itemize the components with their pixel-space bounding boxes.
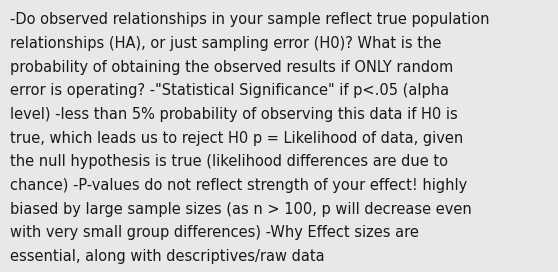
Text: probability of obtaining the observed results if ONLY random: probability of obtaining the observed re… — [10, 60, 453, 75]
Text: error is operating? -"Statistical Significance" if p<.05 (alpha: error is operating? -"Statistical Signif… — [10, 83, 449, 98]
Text: level) -less than 5% probability of observing this data if H0 is: level) -less than 5% probability of obse… — [10, 107, 458, 122]
Text: chance) -P-values do not reflect strength of your effect! highly: chance) -P-values do not reflect strengt… — [10, 178, 467, 193]
Text: true, which leads us to reject H0 p = Likelihood of data, given: true, which leads us to reject H0 p = Li… — [10, 131, 463, 146]
Text: -Do observed relationships in your sample reflect true population: -Do observed relationships in your sampl… — [10, 12, 489, 27]
Text: biased by large sample sizes (as n > 100, p will decrease even: biased by large sample sizes (as n > 100… — [10, 202, 472, 217]
Text: with very small group differences) -Why Effect sizes are: with very small group differences) -Why … — [10, 225, 419, 240]
Text: relationships (HA), or just sampling error (H0)? What is the: relationships (HA), or just sampling err… — [10, 36, 441, 51]
Text: essential, along with descriptives/raw data: essential, along with descriptives/raw d… — [10, 249, 325, 264]
Text: the null hypothesis is true (likelihood differences are due to: the null hypothesis is true (likelihood … — [10, 154, 448, 169]
